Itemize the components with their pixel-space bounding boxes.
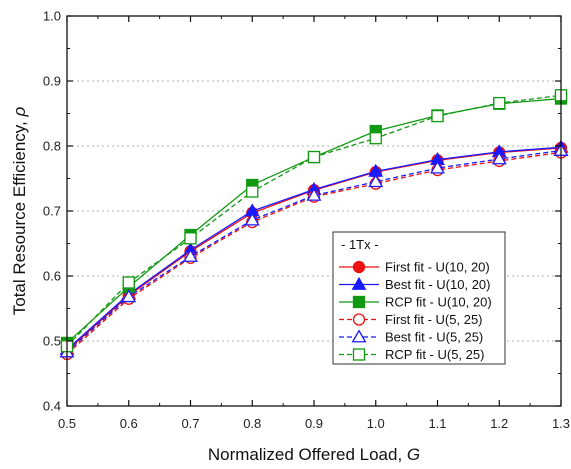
legend-marker: [352, 313, 366, 326]
data-point: [307, 150, 321, 164]
series-line: [66, 151, 562, 355]
x-tick-label: 0.6: [120, 416, 138, 431]
x-tick-label: 1.1: [428, 416, 446, 431]
x-tick-label: 0.7: [181, 416, 199, 431]
y-tick-label: 0.6: [43, 269, 61, 284]
series-5: [59, 142, 569, 358]
data-point: [369, 132, 382, 145]
y-tick-label: 0.4: [43, 399, 61, 414]
x-tick-label: 1.3: [552, 416, 570, 431]
y-tick-label: 0.7: [43, 204, 61, 219]
legend: - 1Tx - First fit - U(10, 20) Best fit - …: [332, 231, 506, 365]
legend-title: - 1Tx -: [341, 237, 379, 252]
legend-label: First fit - U(10, 20): [385, 260, 490, 275]
data-point: [184, 232, 197, 245]
legend-marker: [351, 329, 367, 343]
legend-entry: First fit - U(5, 25): [339, 312, 483, 327]
x-tick-label: 0.5: [58, 416, 76, 431]
data-point: [306, 187, 322, 201]
legend-label: RCP fit - U(10, 20): [385, 295, 492, 310]
y-tick-label: 1.0: [43, 9, 61, 24]
legend-label: First fit - U(5, 25): [385, 312, 483, 327]
y-tick-label: 0.5: [43, 334, 61, 349]
y-tick-label: 0.9: [43, 74, 61, 89]
legend-entry: Best fit - U(5, 25): [339, 329, 483, 345]
data-point: [368, 174, 384, 188]
legend-label: RCP fit - U(5, 25): [385, 347, 484, 362]
x-tick-label: 0.8: [243, 416, 261, 431]
x-tick-label: 1.0: [367, 416, 385, 431]
data-point: [493, 96, 506, 110]
axis-ticks: [66, 15, 562, 407]
x-axis-title: Normalized Offered Load, G: [208, 445, 420, 464]
legend-entry: Best fit - U(10, 20): [339, 276, 490, 292]
data-point: [244, 212, 260, 226]
legend-entry: RCP fit - U(5, 25): [339, 347, 484, 362]
series-line: [66, 149, 562, 353]
data-point: [430, 160, 445, 174]
y-tick-labels: 0.4 0.5 0.6 0.7 0.8 0.9 1.0: [43, 9, 61, 414]
data-point: [121, 289, 137, 303]
data-point: [431, 109, 444, 123]
legend-entry: First fit - U(10, 20): [339, 260, 490, 275]
legend-marker: [352, 295, 366, 309]
legend-marker: [351, 276, 367, 290]
legend-marker: [352, 348, 366, 361]
data-point: [183, 248, 198, 262]
y-axis-title: Total Resource Efficiency, ρ: [10, 107, 29, 316]
data-point: [122, 276, 135, 289]
data-point: [491, 151, 507, 165]
x-tick-labels: 0.5 0.6 0.7 0.8 0.9 1.0 1.1 1.2 1.3: [58, 416, 570, 431]
x-tick-label: 1.2: [490, 416, 508, 431]
data-point: [246, 185, 259, 198]
legend-marker: [352, 260, 366, 274]
x-tick-label: 0.9: [305, 416, 323, 431]
legend-label: Best fit - U(10, 20): [385, 277, 490, 292]
legend-label: Best fit - U(5, 25): [385, 330, 483, 345]
y-tick-label: 0.8: [43, 139, 61, 154]
legend-entry: RCP fit - U(10, 20): [339, 295, 492, 310]
